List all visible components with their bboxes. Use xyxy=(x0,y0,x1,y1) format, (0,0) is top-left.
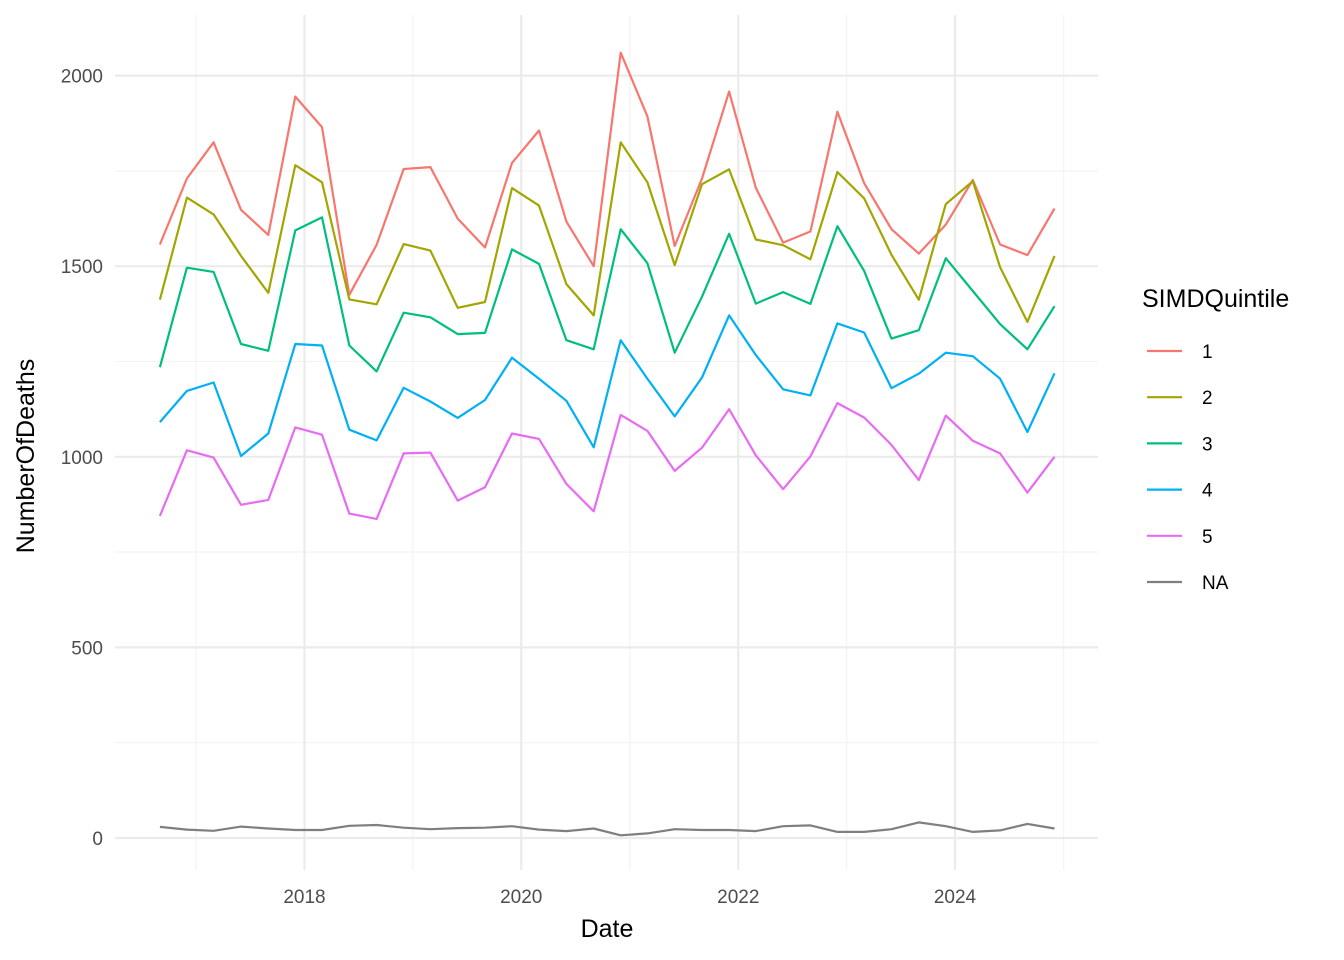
legend-label: 4 xyxy=(1202,481,1213,502)
series-line-3 xyxy=(158,216,1056,373)
legend-item-4: 4 xyxy=(1147,481,1213,502)
x-tick-label: 2018 xyxy=(283,887,325,908)
y-tick-label: 0 xyxy=(92,829,103,850)
series-line-1 xyxy=(158,51,1056,296)
series-line-5 xyxy=(158,402,1056,521)
legend-item-5: 5 xyxy=(1147,527,1213,548)
legend-item-3: 3 xyxy=(1147,434,1213,455)
series-line-2 xyxy=(158,141,1056,323)
y-tick-label: 1000 xyxy=(61,448,103,469)
y-axis-title: NumberOfDeaths xyxy=(12,359,40,554)
y-axis-tick-labels: 0 500 1000 1500 2000 xyxy=(61,67,103,850)
grid-lines xyxy=(115,15,1098,870)
y-tick-label: 500 xyxy=(71,638,103,659)
x-axis-title: Date xyxy=(581,915,634,943)
legend-label: 5 xyxy=(1202,527,1213,548)
legend-item-NA: NA xyxy=(1147,573,1229,594)
legend-item-2: 2 xyxy=(1147,388,1213,409)
y-tick-label: 1500 xyxy=(61,257,103,278)
legend: SIMDQuintile 1 2 3 4 5 NA xyxy=(1142,285,1289,594)
legend-title: SIMDQuintile xyxy=(1142,285,1289,313)
x-axis-tick-labels: 2018 2020 2022 2024 xyxy=(283,887,976,908)
legend-label: 3 xyxy=(1202,434,1213,455)
series-line-NA xyxy=(159,821,1055,837)
x-tick-label: 2022 xyxy=(717,887,759,908)
series-line-4 xyxy=(159,314,1056,458)
y-tick-label: 2000 xyxy=(61,67,103,88)
legend-item-1: 1 xyxy=(1147,342,1213,363)
x-tick-label: 2024 xyxy=(934,887,977,908)
series-lines xyxy=(158,51,1056,837)
legend-label: 1 xyxy=(1202,342,1213,363)
legend-label: 2 xyxy=(1202,388,1213,409)
x-tick-label: 2020 xyxy=(500,887,542,908)
legend-label: NA xyxy=(1202,573,1229,594)
